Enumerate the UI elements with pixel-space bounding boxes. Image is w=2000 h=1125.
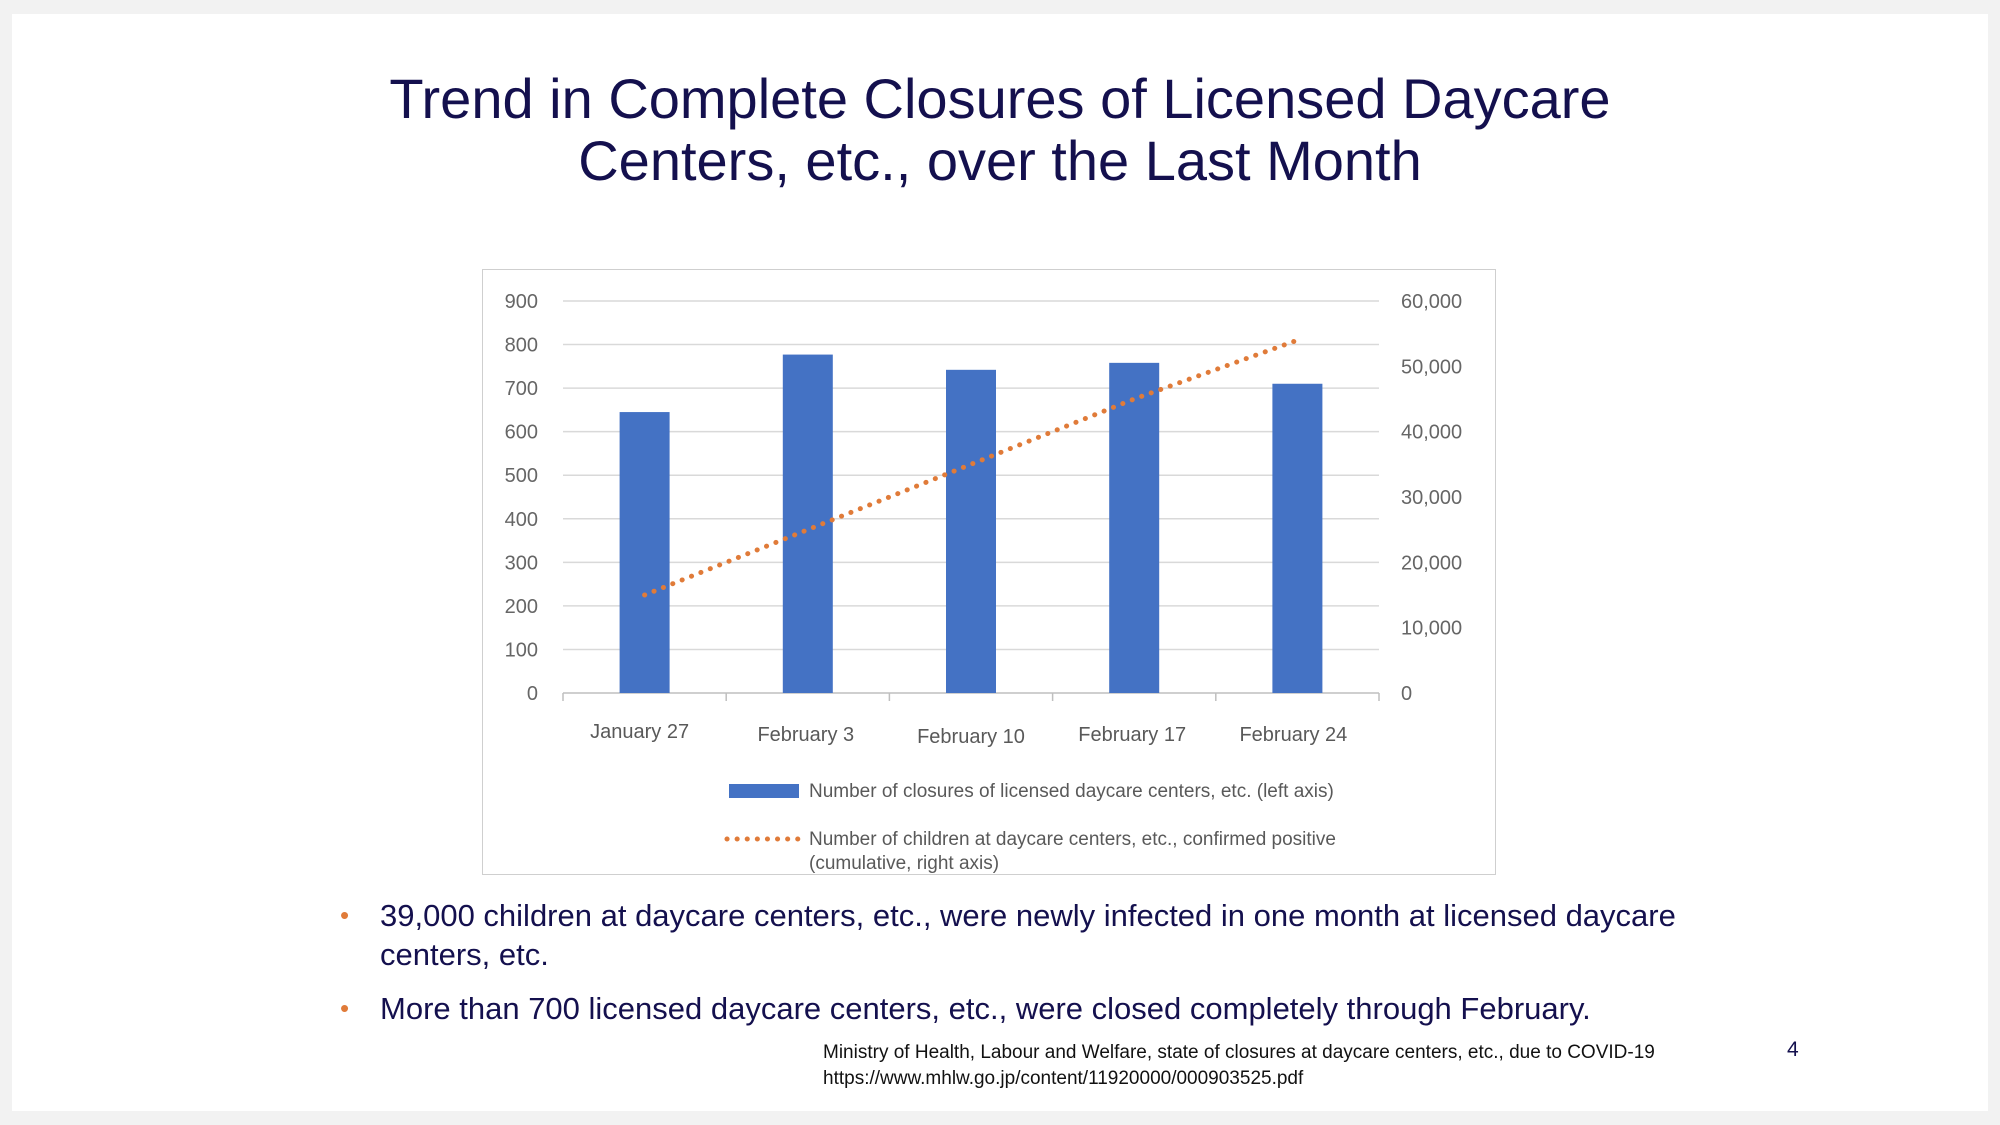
x-axis-category-label: February 3 — [757, 724, 854, 746]
left-axis-tick-label: 700 — [505, 378, 538, 400]
bar — [1272, 383, 1323, 693]
bullet-list: • 39,000 children at daycare centers, et… — [340, 896, 1720, 1043]
right-axis-tick-label: 40,000 — [1401, 422, 1462, 444]
positive-cases-line — [642, 337, 1300, 598]
slide-title: Trend in Complete Closures of Licensed D… — [0, 68, 2000, 192]
left-axis-tick-label: 600 — [505, 422, 538, 444]
x-axis-category-label: January 27 — [590, 721, 689, 743]
x-axis-category-label: February 17 — [1078, 724, 1186, 746]
bullet-item: • 39,000 children at daycare centers, et… — [340, 896, 1720, 974]
left-axis-tick-label: 200 — [505, 596, 538, 618]
left-axis-tick-label: 0 — [527, 683, 538, 705]
right-axis-tick-label: 60,000 — [1401, 291, 1462, 313]
bullet-item: • More than 700 licensed daycare centers… — [340, 989, 1720, 1028]
x-axis-category-label: February 10 — [917, 726, 1025, 748]
chart-frame: 900 800 700 600 500 400 300 200 100 0 60,000 50,000… — [482, 269, 1496, 875]
bar — [1109, 362, 1160, 693]
right-axis-tick-label: 0 — [1401, 683, 1412, 705]
right-axis-tick-label: 50,000 — [1401, 356, 1462, 378]
bar — [619, 412, 670, 693]
left-axis-tick-label: 400 — [505, 509, 538, 531]
right-axis-tick-label: 20,000 — [1401, 552, 1462, 574]
chart: 900 800 700 600 500 400 300 200 100 0 60,000 50,000… — [505, 291, 1463, 874]
left-axis-tick-label: 800 — [505, 335, 538, 357]
title-line-1: Trend in Complete Closures of Licensed D… — [389, 67, 1611, 130]
source-line: Ministry of Health, Labour and Welfare, … — [823, 1042, 1655, 1063]
bullet-text: More than 700 licensed daycare centers, … — [380, 991, 1591, 1026]
source-citation: Ministry of Health, Labour and Welfare, … — [823, 1040, 1655, 1092]
left-axis-tick-label: 900 — [505, 291, 538, 313]
bar — [946, 369, 996, 693]
legend-label-positive-cont: (cumulative, right axis) — [809, 853, 999, 874]
legend-label-closures: Number of closures of licensed daycare c… — [809, 781, 1334, 802]
right-axis-tick-label: 30,000 — [1401, 487, 1462, 509]
title-line-2: Centers, etc., over the Last Month — [578, 129, 1422, 192]
left-axis-tick-label: 100 — [505, 639, 538, 661]
legend-swatch-closures — [729, 784, 799, 798]
bullet-text: 39,000 children at daycare centers, etc.… — [380, 898, 1676, 972]
x-axis-category-label: February 24 — [1239, 724, 1347, 746]
left-axis-tick-label: 500 — [505, 465, 538, 487]
page-number: 4 — [1787, 1038, 1799, 1061]
legend-label-positive: Number of children at daycare centers, e… — [809, 829, 1336, 850]
bullet-dot-icon: • — [340, 900, 350, 930]
bullet-dot-icon: • — [340, 993, 350, 1023]
source-url: https://www.mhlw.go.jp/content/11920000/… — [823, 1068, 1304, 1089]
right-axis-tick-label: 10,000 — [1401, 618, 1462, 640]
left-axis-tick-label: 300 — [505, 552, 538, 574]
